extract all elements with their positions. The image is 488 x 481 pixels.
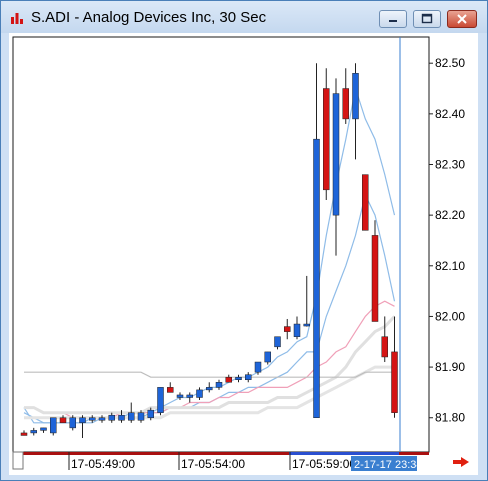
y-tick-label: 82.50 [435,56,465,70]
maximize-button[interactable] [413,10,441,28]
candle [98,415,106,423]
time-scrollbar-track[interactable] [23,452,429,455]
y-tick-label: 81.80 [435,411,465,425]
candle [264,351,271,365]
candle [118,410,125,423]
candle [362,174,369,231]
cursor-date-label: 2-17-17 23:34:00 [354,459,438,471]
candle [215,379,223,390]
cursor-date-box [351,456,417,471]
candle [59,415,67,424]
candle [108,412,115,423]
candle [371,220,379,322]
candle [69,415,76,431]
x-tick-label: 17-05:59:00 [292,457,356,471]
candle [332,78,340,256]
time-scrollbar-thumb[interactable] [289,452,399,455]
candle [381,316,388,363]
y-tick-label: 82.30 [435,157,465,171]
candle [235,374,242,383]
moving-average-line [24,371,395,378]
window-title: S.ADI - Analog Devices Inc, 30 Sec [31,9,267,26]
candle [157,387,164,416]
candle [245,372,252,383]
app-chart-icon [11,13,23,24]
chart-area[interactable]: 82.50 82.40 82.30 82.20 82.10 82.00 81.90 81.80… [9,33,478,475]
candle [323,68,330,200]
candle [284,318,291,340]
candle [342,68,349,124]
close-icon [457,14,467,24]
x-tick-label: 17-05:54:00 [181,457,245,471]
maximize-icon [421,13,433,24]
candle [79,415,86,438]
candle [352,63,359,160]
title-bar[interactable]: S.ADI - Analog Devices Inc, 30 Sec [1,1,487,33]
candle [30,427,37,436]
candle [176,392,184,401]
y-tick-label: 82.10 [435,259,465,273]
candle [274,336,281,350]
candle [128,402,135,423]
candle [313,63,320,418]
candle [293,316,301,340]
moving-average-line [24,315,396,415]
candle [186,392,193,403]
candle [40,427,47,433]
candle [225,374,232,383]
candle [147,407,154,421]
candle [20,430,28,436]
candle [206,382,213,393]
candlestick-chart[interactable]: 82.50 82.40 82.30 82.20 82.10 82.00 81.90 81.80… [9,33,478,475]
candle [137,410,145,423]
plot-area[interactable] [12,36,430,453]
minimize-button[interactable] [379,10,407,28]
candle [89,415,96,423]
scroll-start-box[interactable] [12,451,24,470]
moving-average-line [24,365,395,420]
close-button[interactable] [447,10,477,28]
scroll-right-arrow-icon[interactable] [453,457,469,467]
y-tick-label: 82.00 [435,309,465,323]
y-tick-label: 81.90 [435,360,465,374]
y-tick-label: 82.40 [435,107,465,121]
candle [303,275,310,327]
x-tick-label: 17-05:49:00 [71,457,135,471]
candle [254,361,262,375]
y-tick-label: 82.20 [435,208,465,222]
candle [196,387,203,401]
minimize-icon [389,20,397,22]
candle [167,382,174,393]
candle [391,316,398,418]
candle [50,417,57,436]
